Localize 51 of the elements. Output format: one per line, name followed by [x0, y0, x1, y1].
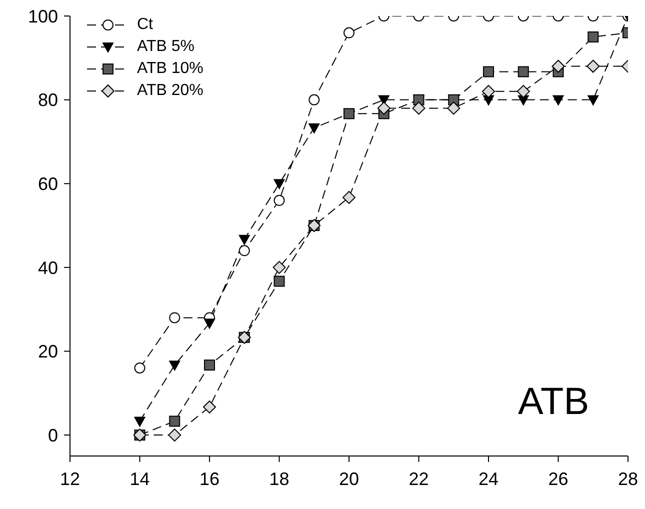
point: [552, 60, 565, 73]
point: [204, 360, 215, 371]
point: [204, 318, 215, 329]
y-tick-label: 60: [38, 174, 58, 194]
point: [274, 276, 285, 287]
x-tick-label: 18: [269, 468, 290, 489]
point: [412, 102, 426, 115]
point: [274, 194, 285, 206]
y-tick-label: 100: [28, 6, 58, 26]
point: [134, 416, 146, 427]
point: [169, 360, 180, 371]
point: [377, 102, 390, 115]
point: [482, 84, 495, 98]
x-tick-label: 22: [408, 468, 429, 489]
x-tick-label: 12: [60, 468, 80, 489]
point: [168, 428, 182, 442]
point: [203, 400, 216, 414]
x-tick-label: 16: [199, 468, 220, 489]
point: [134, 362, 146, 374]
x-tick-label: 26: [548, 468, 568, 489]
x-tick-label: 14: [130, 468, 150, 489]
point: [586, 60, 600, 73]
point: [552, 95, 564, 106]
annotation: ATB: [518, 380, 590, 424]
y-tick-label: 0: [48, 425, 58, 446]
point: [588, 31, 599, 42]
x-tick-label: 28: [618, 468, 638, 489]
point: [447, 102, 460, 115]
point: [483, 66, 494, 78]
point: [272, 260, 286, 274]
point: [238, 245, 250, 256]
point: [308, 94, 320, 106]
point: [342, 190, 356, 204]
y-tick-label: 20: [38, 342, 58, 362]
legend-label: ATB 20%: [137, 82, 204, 100]
point: [518, 66, 529, 78]
y-tick-label: 40: [38, 258, 58, 278]
point: [169, 312, 180, 324]
x-tick-label: 24: [478, 468, 499, 489]
legend-label: ATB 10%: [137, 60, 204, 78]
point: [274, 179, 285, 190]
point: [308, 123, 320, 134]
point: [516, 84, 530, 98]
point: [588, 95, 599, 106]
y-tick-label: 80: [38, 90, 58, 110]
legend-label: Ct: [137, 16, 153, 34]
x-tick-label: 20: [338, 468, 360, 489]
point: [238, 234, 250, 245]
point: [344, 27, 354, 38]
legend-label: ATB 5%: [137, 38, 194, 56]
point: [169, 416, 180, 427]
